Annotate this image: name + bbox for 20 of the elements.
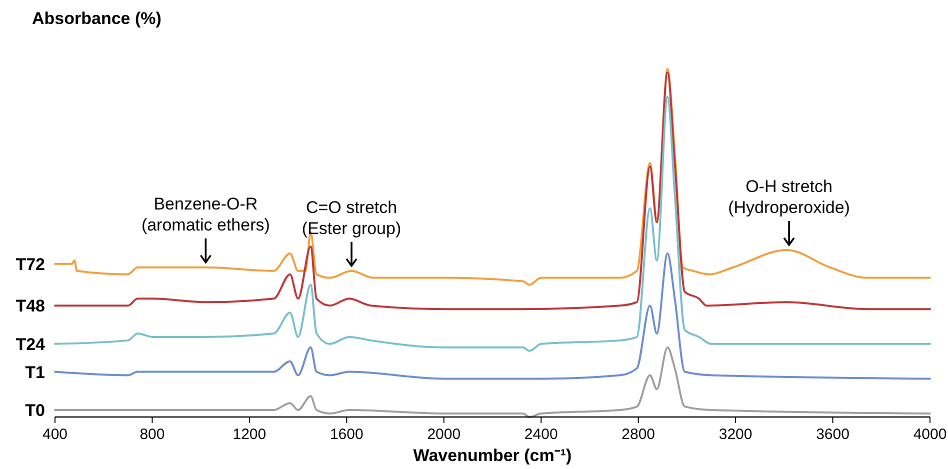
series-label: T72 [16,254,45,274]
series-label: T0 [25,401,45,420]
y-axis-title: Absorbance (%) [32,9,162,28]
x-tick-label: 400 [42,426,68,443]
x-tick-label: 2000 [427,426,461,443]
x-axis-title: Wavenumber (cm⁻¹) [413,446,572,465]
x-tick-label: 2800 [622,426,656,443]
x-tick-label: 2400 [524,426,558,443]
x-tick-label: 800 [140,426,165,443]
x-tick-label: 1200 [232,426,266,443]
x-tick-label: 3200 [718,426,752,443]
x-tick-label: 4000 [913,426,947,443]
x-tick-label: 1600 [330,426,364,443]
annotation: O-H stretch (Hydroperoxide) [728,176,850,217]
annotation: C=O stretch (Ester group) [302,198,402,238]
series-label: T1 [25,362,45,382]
series-label: T24 [16,334,46,354]
annotation: Benzene-O-R (aromatic ethers) [141,194,270,234]
series-label: T48 [16,296,45,316]
x-tick-label: 3600 [816,426,850,443]
